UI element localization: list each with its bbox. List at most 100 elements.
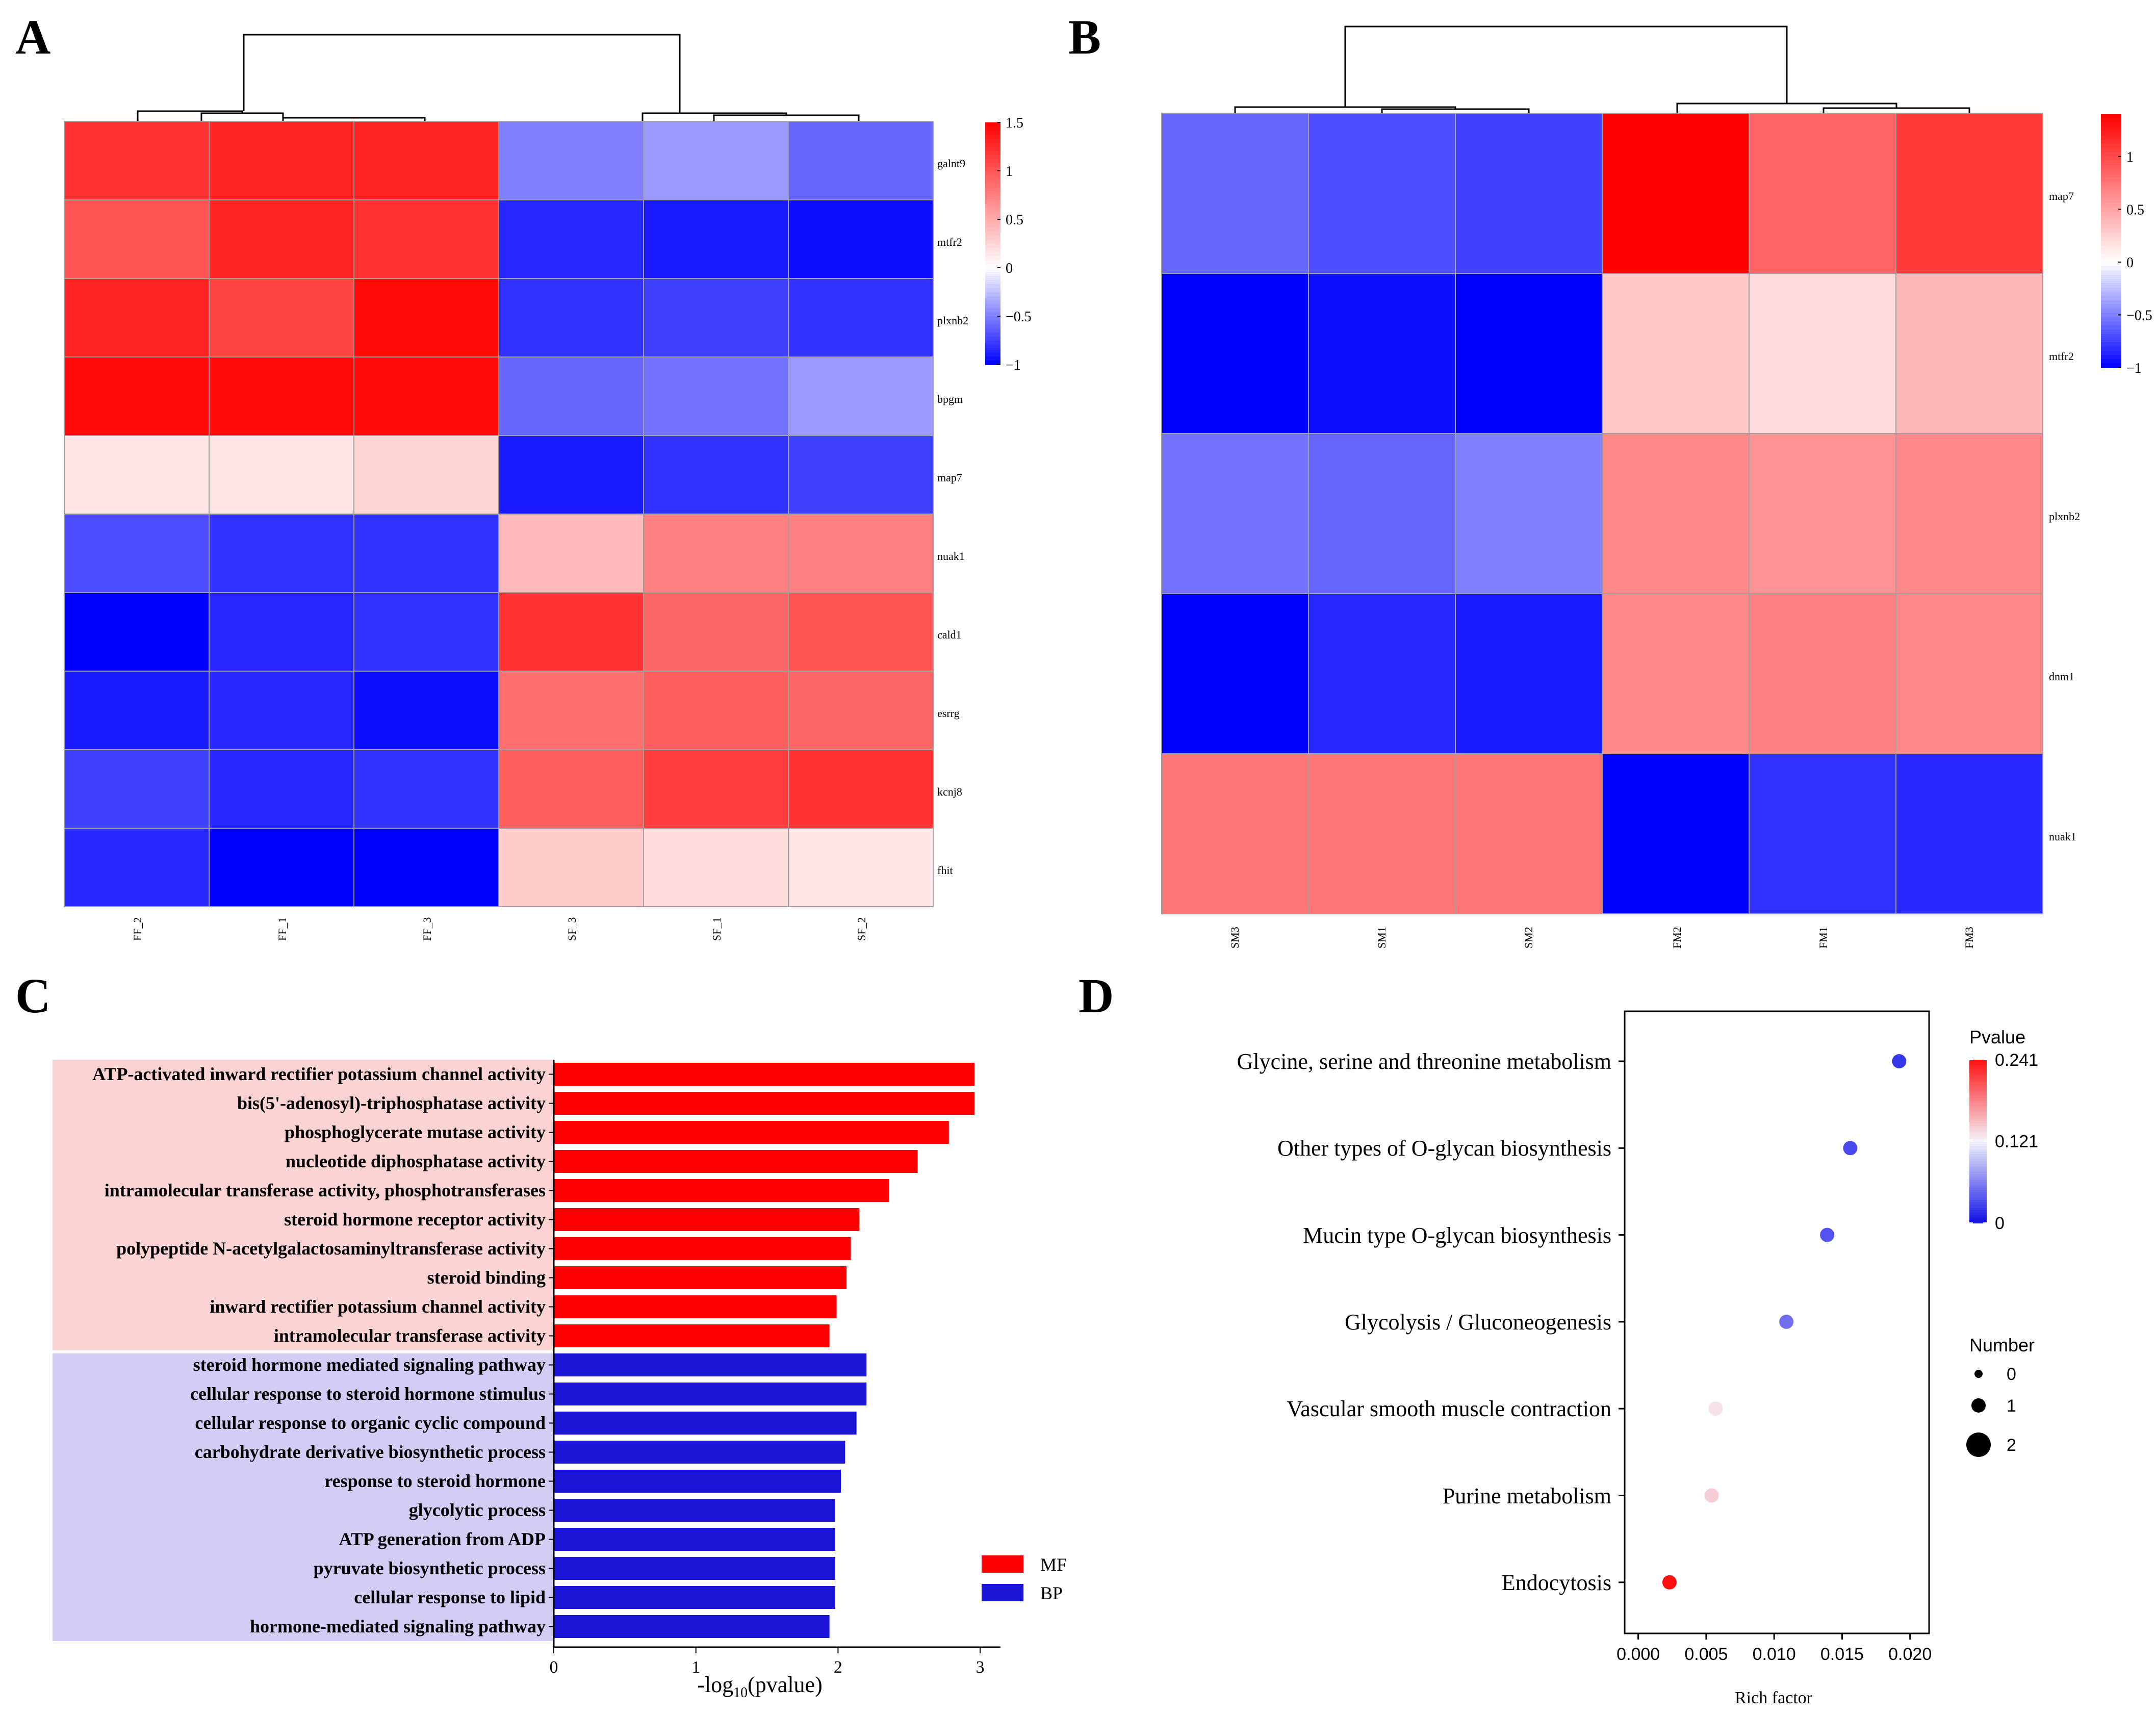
bubble-point (1820, 1227, 1835, 1242)
pathway-label: Glycolysis / Gluconeogenesis (1345, 1310, 1611, 1335)
colorbar-segment (1969, 1106, 1987, 1109)
bar (554, 1383, 867, 1405)
colorbar-segment (1969, 1185, 1987, 1188)
bubble-point (1779, 1314, 1794, 1329)
colorbar-segment (2101, 241, 2121, 246)
bubble-chart-d-pathway-labels: Glycine, serine and threonine metabolism… (1237, 1049, 1611, 1595)
heatmap-cell (1161, 273, 1309, 434)
colorbar-segment (985, 203, 1000, 208)
pathway-label: Purine metabolism (1443, 1483, 1611, 1508)
colorbar-segment (985, 122, 1000, 127)
panel-label-d: D (1079, 968, 1114, 1023)
bar (554, 1615, 830, 1638)
number-legend-dot (1971, 1398, 1986, 1413)
colorbar-segment (1969, 1172, 1987, 1175)
colorbar-segment (985, 227, 1000, 232)
term-label: intramolecular transferase activity, pho… (105, 1180, 546, 1200)
colorbar-segment (2101, 182, 2121, 187)
colorbar-segment (985, 344, 1000, 349)
heatmap-cell (643, 671, 789, 750)
colorbar-segment (1969, 1197, 1987, 1200)
panel-label-b: B (1068, 10, 1101, 64)
colorbar-segment (1969, 1177, 1987, 1180)
colorbar-segment (2101, 114, 2121, 119)
heatmap-cell (209, 592, 354, 672)
colorbar-segment (985, 150, 1000, 156)
colorbar-segment (2101, 173, 2121, 178)
heatmap-cell (353, 278, 499, 357)
colorbar-segment (2101, 279, 2121, 284)
colorbar-segment (1969, 1180, 1987, 1183)
heatmap-b-row-labels: map7 mtfr2 plxnb2 dnm1 nuak1 (2049, 190, 2080, 843)
colorbar-segment (1969, 1141, 1987, 1144)
colorbar-segment (985, 243, 1000, 248)
colorbar-segment (1969, 1126, 1987, 1129)
legend-swatch-mf (982, 1555, 1023, 1573)
heatmap-cell (788, 828, 934, 907)
pathway-label: Other types of O-glycan biosynthesis (1277, 1136, 1611, 1161)
term-label: intramolecular transferase activity (274, 1325, 546, 1346)
colorbar-segment (2101, 338, 2121, 343)
bar-chart-c: ATP-activated inward rectifier potassium… (53, 1060, 1067, 1701)
bar (554, 1528, 835, 1551)
colorbar-segment (1969, 1139, 1987, 1142)
bubble-chart-d-legend: Pvalue 0.241 0.121 0 Number 0 1 2 (1966, 1027, 2038, 1457)
bubble-chart-d-points (1662, 1054, 1907, 1590)
colorbar-tick-label: 0.121 (1995, 1132, 2038, 1151)
colorbar-segment (985, 275, 1000, 280)
number-legend-title: Number (1969, 1335, 2035, 1355)
colorbar-segment (1969, 1065, 1987, 1068)
colorbar-segment (985, 312, 1000, 317)
heatmap-cell (209, 435, 354, 515)
colorbar-segment (1969, 1116, 1987, 1119)
colorbar-segment (1969, 1182, 1987, 1185)
heatmap-cell (1308, 433, 1456, 594)
colorbar-segment (985, 356, 1000, 362)
heatmap-cell (353, 828, 499, 907)
colorbar-tick-label: 1 (1006, 164, 1013, 180)
colorbar-segment (2101, 169, 2121, 174)
heatmap-cell (1308, 113, 1456, 274)
col-label-sm2: SM2 (1522, 927, 1535, 949)
colorbar-segment (1969, 1220, 1987, 1223)
row-label-nuak1: nuak1 (2049, 830, 2076, 843)
term-label: steroid hormone mediated signaling pathw… (193, 1354, 546, 1375)
heatmap-cell (788, 514, 934, 593)
colorbar-segment (1969, 1162, 1987, 1165)
heatmap-cell (643, 435, 789, 515)
term-label: nucleotide diphosphatase activity (286, 1151, 546, 1171)
colorbar-segment (1969, 1113, 1987, 1116)
colorbar-segment (985, 328, 1000, 333)
bar (554, 1499, 835, 1522)
colorbar-segment (2101, 346, 2121, 351)
colorbar-segment (2101, 224, 2121, 229)
row-label-nuak1: nuak1 (937, 550, 965, 562)
colorbar-segment (1969, 1085, 1987, 1088)
colorbar-segment (985, 324, 1000, 329)
term-label: response to steroid hormone (324, 1471, 546, 1491)
bar (554, 1441, 845, 1464)
colorbar-segment (2101, 296, 2121, 301)
bar-chart-c-term-labels: ATP-activated inward rectifier potassium… (92, 1064, 546, 1636)
colorbar-segment (1969, 1200, 1987, 1203)
heatmap-cell (788, 356, 934, 436)
colorbar-segment (1969, 1090, 1987, 1093)
heatmap-cell (1455, 593, 1603, 754)
colorbar-segment (985, 223, 1000, 228)
col-label-ff1: FF_1 (276, 917, 289, 941)
col-label-fm1: FM1 (1817, 927, 1830, 949)
colorbar-segment (985, 231, 1000, 236)
colorbar-tick-label: −0.5 (1006, 309, 1032, 325)
bar-chart-c-x-axis: 0 1 2 3 (549, 1060, 1000, 1677)
heatmap-cell (353, 121, 499, 200)
number-legend-label: 1 (2007, 1396, 2016, 1416)
colorbar-segment (1969, 1129, 1987, 1132)
row-label-plxnb2: plxnb2 (937, 314, 968, 327)
colorbar-segment (2101, 329, 2121, 335)
colorbar-segment (1969, 1101, 1987, 1104)
colorbar-segment (985, 348, 1000, 353)
colorbar-segment (2101, 355, 2121, 360)
heatmap-cell (64, 514, 210, 593)
number-legend-label: 0 (2007, 1365, 2016, 1384)
colorbar-segment (2101, 186, 2121, 191)
